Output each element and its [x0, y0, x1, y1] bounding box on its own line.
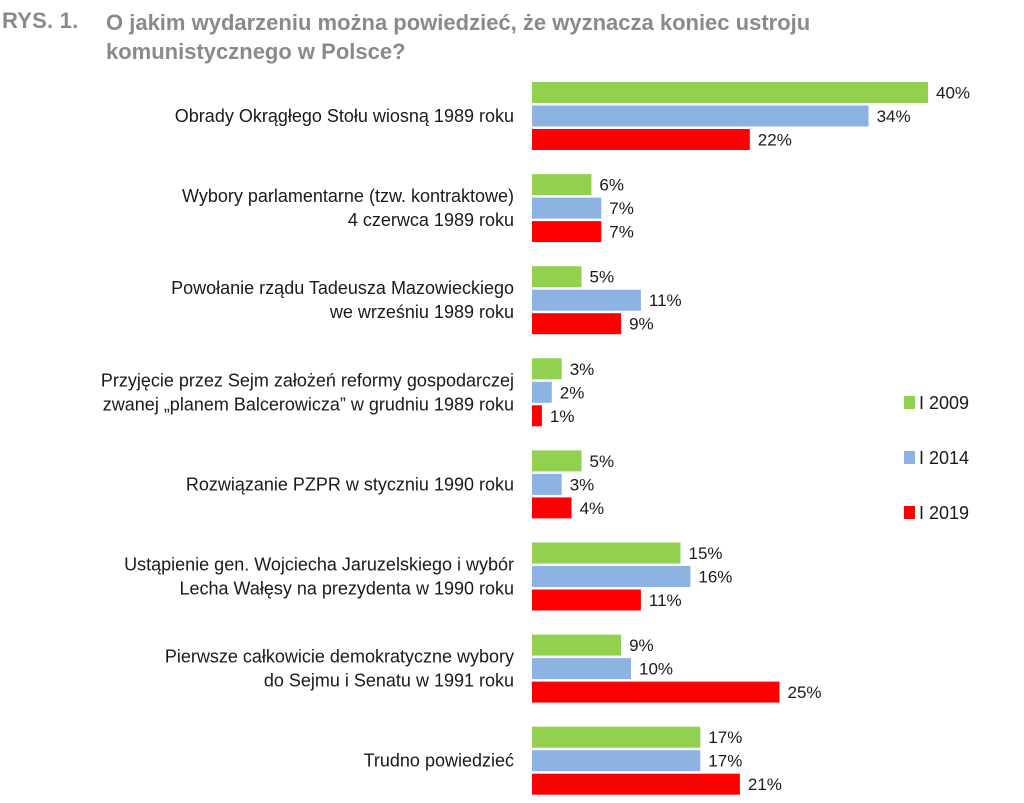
- bar-i-2014-cat-5: [532, 473, 562, 495]
- value-label: 11%: [649, 291, 682, 310]
- legend-label: I 2014: [919, 448, 969, 468]
- bar-i-2009-cat-1: [532, 82, 928, 103]
- bars-layer: [532, 82, 928, 795]
- value-label: 5%: [590, 452, 615, 471]
- category-label: zwanej „planem Balcerowicza” w grudniu 1…: [103, 394, 514, 414]
- value-label: 9%: [629, 636, 654, 655]
- legend-swatch: [904, 451, 915, 464]
- value-label: 34%: [877, 107, 911, 126]
- bar-i-2009-cat-6: [532, 542, 681, 564]
- value-label: 7%: [609, 223, 634, 242]
- bar-i-2019-cat-5: [532, 497, 572, 519]
- chart-header: RYS. 1. O jakim wydarzeniu można powiedz…: [0, 8, 1024, 70]
- legend-swatch: [904, 396, 915, 409]
- value-label: 17%: [708, 728, 742, 747]
- chart-title-line-2: komunistycznego w Polsce?: [106, 39, 406, 64]
- value-labels: 40% 34% 22% 6% 7% 7% 5% 11% 9% 3% 2% 1% 5% 3% 4% 15% 16%…: [550, 84, 970, 795]
- category-label: Ustąpienie gen. Wojciecha Jaruzelskiego …: [124, 555, 514, 575]
- bar-i-2014-cat-6: [532, 566, 691, 587]
- legend-swatch: [904, 506, 915, 519]
- bar-i-2019-cat-1: [532, 129, 750, 150]
- category-label: Powołanie rządu Tadeusza Mazowieckiego: [171, 278, 514, 298]
- category-label: we wrześniu 1989 roku: [329, 302, 514, 322]
- bar-i-2009-cat-8: [532, 726, 701, 748]
- value-label: 4%: [580, 499, 605, 518]
- legend: I 2009 I 2014 I 2019: [904, 393, 969, 523]
- bar-i-2014-cat-4: [532, 381, 552, 403]
- bar-i-2014-cat-2: [532, 197, 602, 219]
- value-label: 9%: [629, 315, 654, 334]
- bar-i-2014-cat-7: [532, 658, 631, 680]
- chart-title: O jakim wydarzeniu można powiedzieć, że …: [106, 8, 986, 66]
- category-labels: Obrady Okrągłego Stołu wiosną 1989 roku W…: [101, 106, 514, 771]
- figure-label: RYS. 1.: [2, 8, 79, 33]
- bar-i-2009-cat-7: [532, 634, 622, 656]
- bar-i-2009-cat-2: [532, 174, 592, 196]
- bar-i-2009-cat-5: [532, 450, 582, 472]
- bar-i-2014-cat-8: [532, 750, 701, 772]
- value-label: 15%: [689, 544, 723, 563]
- legend-label: I 2019: [919, 503, 969, 523]
- category-label: Trudno powiedzieć: [364, 751, 514, 771]
- chart-title-line-1: O jakim wydarzeniu można powiedzieć, że …: [106, 10, 811, 35]
- bar-i-2019-cat-8: [532, 773, 740, 795]
- value-label: 21%: [748, 775, 782, 794]
- value-label: 3%: [570, 360, 595, 379]
- bar-i-2009-cat-3: [532, 266, 582, 288]
- category-label: Lecha Wałęsy na prezydenta w 1990 roku: [179, 579, 514, 599]
- value-label: 22%: [758, 131, 792, 150]
- category-label: Przyjęcie przez Sejm założeń reformy gos…: [101, 370, 514, 390]
- value-label: 10%: [639, 660, 673, 679]
- value-label: 40%: [936, 84, 970, 103]
- value-label: 16%: [698, 568, 732, 587]
- value-label: 25%: [788, 683, 822, 702]
- bar-i-2019-cat-3: [532, 313, 622, 335]
- category-label: Wybory parlamentarne (tzw. kontraktowe): [182, 186, 514, 206]
- bar-i-2019-cat-2: [532, 221, 602, 243]
- category-label: 4 czerwca 1989 roku: [348, 210, 514, 230]
- value-label: 11%: [649, 591, 682, 610]
- bar-i-2019-cat-7: [532, 681, 780, 703]
- category-label: Rozwiązanie PZPR w styczniu 1990 roku: [186, 474, 514, 494]
- value-label: 7%: [609, 199, 634, 218]
- value-label: 5%: [590, 268, 615, 287]
- bar-i-2009-cat-4: [532, 358, 562, 380]
- value-label: 2%: [560, 383, 585, 402]
- value-label: 6%: [599, 176, 624, 195]
- category-label: Obrady Okrągłego Stołu wiosną 1989 roku: [175, 106, 514, 126]
- bar-i-2019-cat-6: [532, 589, 641, 611]
- bar-i-2014-cat-3: [532, 289, 641, 311]
- value-label: 17%: [708, 752, 742, 771]
- bar-i-2019-cat-4: [532, 405, 542, 427]
- value-label: 3%: [570, 475, 595, 494]
- category-label: Pierwsze całkowicie demokratyczne wybory: [165, 647, 514, 667]
- legend-label: I 2009: [919, 393, 969, 413]
- value-label: 1%: [550, 407, 575, 426]
- category-label: do Sejmu i Senatu w 1991 roku: [264, 671, 514, 691]
- bar-i-2014-cat-1: [532, 105, 869, 127]
